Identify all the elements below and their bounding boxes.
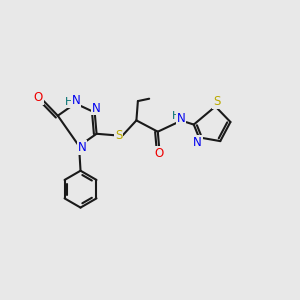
Text: N: N [78,141,86,154]
Text: H: H [172,111,181,121]
Text: N: N [92,101,100,115]
Text: H: H [64,97,73,107]
Text: N: N [177,112,185,125]
Text: N: N [193,136,202,148]
Text: S: S [115,129,123,142]
Text: O: O [34,91,43,104]
Text: N: N [71,94,80,107]
Text: S: S [213,94,220,108]
Text: O: O [155,147,164,160]
